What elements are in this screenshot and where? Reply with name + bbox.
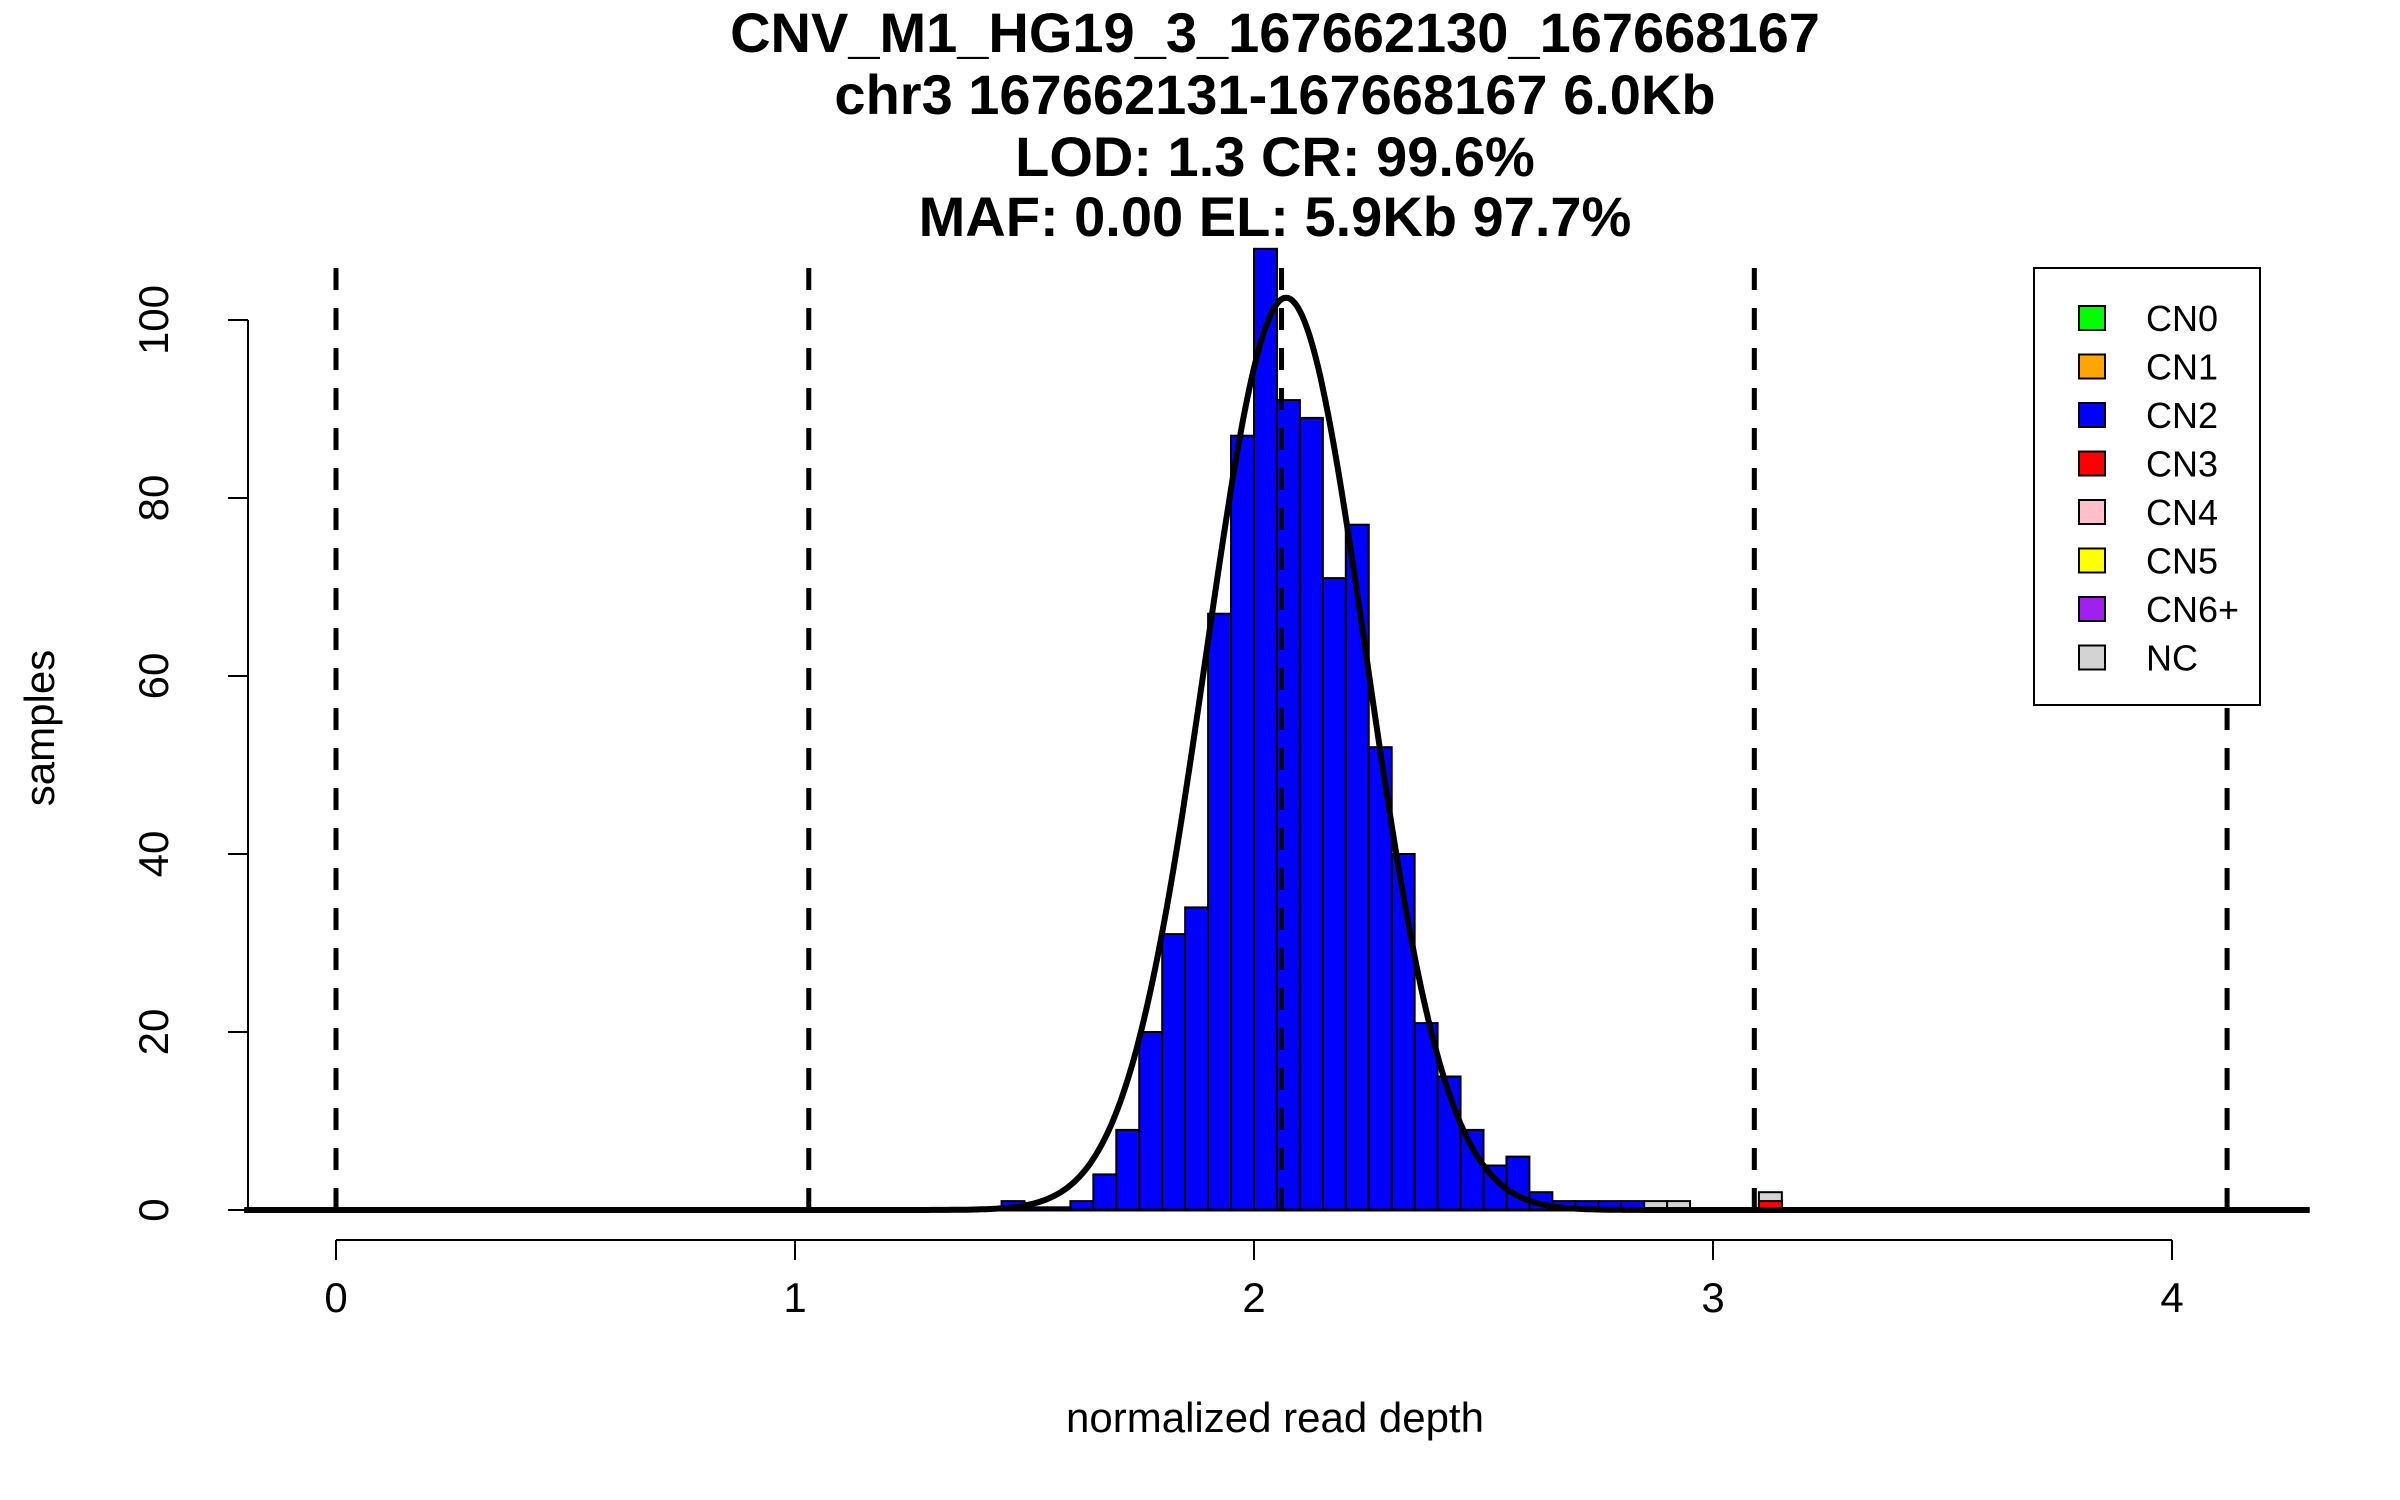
y-tick-label: 40 — [130, 831, 177, 878]
legend-swatch — [2078, 644, 2106, 671]
x-axis-label: normalized read depth — [1066, 1394, 1484, 1441]
x-tick-label: 0 — [324, 1274, 347, 1321]
bar-cn2 — [1184, 906, 1210, 1212]
legend-swatch — [2078, 402, 2106, 428]
bar-cn2 — [1138, 1031, 1164, 1211]
x-tick-label: 1 — [783, 1274, 806, 1321]
bar-cn2 — [1092, 1173, 1118, 1212]
bar-cn2 — [1298, 416, 1324, 1211]
chart-title-line-2: chr3 167662131-167668167 6.0Kb — [834, 63, 1715, 126]
legend-swatch — [2078, 305, 2106, 331]
y-tick-label: 80 — [130, 475, 177, 522]
legend-label: CN0 — [2146, 298, 2218, 339]
legend-swatch — [2078, 353, 2106, 380]
bar-cn2 — [1161, 933, 1187, 1211]
x-tick-label: 4 — [2160, 1274, 2183, 1321]
y-tick-label: 0 — [130, 1198, 177, 1221]
chart-title-line-3: LOD: 1.3 CR: 99.6% — [1015, 125, 1535, 188]
legend-label: CN3 — [2146, 444, 2218, 485]
legend-swatch — [2078, 596, 2106, 622]
bar-cn2 — [1115, 1128, 1141, 1212]
legend-swatch — [2078, 450, 2106, 477]
bar-cn2 — [1230, 434, 1256, 1211]
bar-cn2 — [1253, 247, 1278, 1212]
legend: CN0 CN1 CN2 CN3 CN4 CN5 CN6+ NC — [2033, 267, 2261, 706]
histogram-bars — [1000, 247, 1783, 1212]
legend-label: CN4 — [2146, 492, 2218, 533]
bar-cn2 — [1321, 577, 1347, 1211]
legend-label: CN1 — [2146, 347, 2218, 388]
legend-label: CN5 — [2146, 541, 2218, 582]
bar-cn2 — [1207, 612, 1233, 1211]
x-tick-label: 3 — [1701, 1274, 1724, 1321]
x-tick-label: 2 — [1242, 1274, 1265, 1321]
y-tick-label: 20 — [130, 1009, 177, 1056]
chart-title-line-4: MAF: 0.00 EL: 5.9Kb 97.7% — [919, 185, 1632, 248]
chart-title-line-1: CNV_M1_HG19_3_167662130_167668167 — [730, 1, 1820, 64]
legend-label: CN2 — [2146, 395, 2218, 436]
y-tick-label: 60 — [130, 653, 177, 700]
legend-label: CN6+ — [2146, 589, 2239, 630]
y-tick-label: 100 — [130, 285, 177, 355]
legend-swatch — [2078, 547, 2106, 574]
legend-swatch — [2078, 499, 2106, 525]
legend-box — [2033, 267, 2261, 706]
bar-cn2 — [1344, 523, 1370, 1211]
legend-label: NC — [2146, 638, 2198, 679]
y-axis-label: samples — [16, 650, 63, 806]
